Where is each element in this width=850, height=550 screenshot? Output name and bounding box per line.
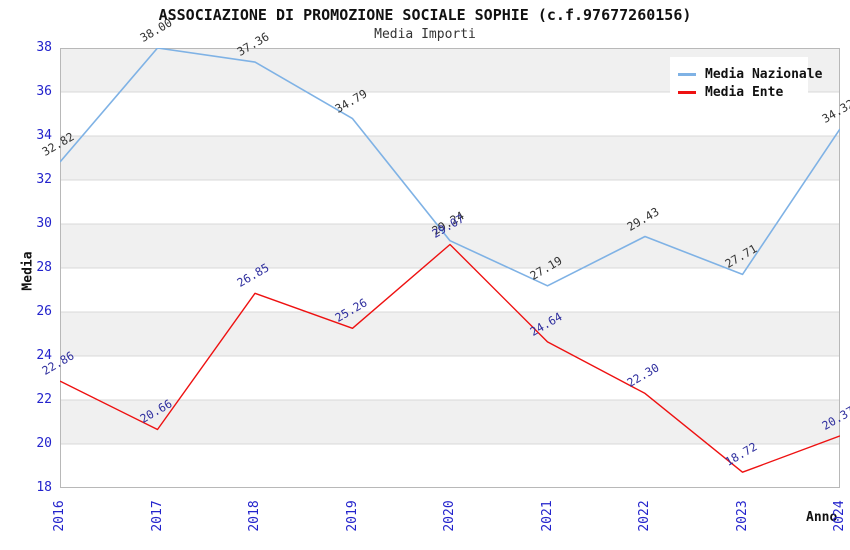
chart-subtitle: Media Importi [374,27,476,42]
x-tick-label: 2020 [442,500,457,532]
legend-item-media-ente: Media Ente [678,84,808,100]
y-tick-label: 18 [36,480,52,495]
y-tick-label: 34 [36,128,52,143]
plot-band [60,312,840,356]
legend-label-nazionale: Media Nazionale [705,66,823,82]
plot-band [60,136,840,180]
x-tick-label: 2024 [832,500,847,532]
plot-border [60,48,840,488]
x-tick-label: 2023 [734,500,750,532]
legend-label-ente: Media Ente [705,84,784,100]
y-tick-label: 36 [36,84,52,99]
y-tick-label: 38 [36,40,52,55]
y-tick-label: 20 [36,436,52,451]
x-tick-label: 2016 [52,500,67,532]
plot-band [60,224,840,268]
series-line-media-nazionale [60,48,840,287]
legend: Media Nazionale Media Ente [670,57,822,109]
y-tick-label: 26 [36,304,52,319]
x-tick-label: 2019 [344,500,360,532]
chart-title: ASSOCIAZIONE DI PROMOZIONE SOCIALE SOPHI… [158,6,692,24]
legend-line-sample-nazionale [678,72,696,76]
x-tick-label: 2017 [149,500,165,532]
x-axis-title: Anno [806,510,838,525]
plot-band [60,400,840,444]
series-line-media-ente [60,243,840,473]
y-tick-label: 32 [36,172,52,187]
x-tick-label: 2022 [637,500,652,532]
y-tick-label: 30 [36,216,52,231]
legend-item-media-nazionale: Media Nazionale [678,66,822,82]
y-tick-label: 24 [36,348,52,363]
x-tick-label: 2018 [247,500,262,532]
plot-area [60,48,840,488]
x-tick-label: 2021 [539,500,555,532]
y-tick-label: 22 [36,392,52,407]
legend-line-sample-ente [678,90,696,94]
y-tick-label: 28 [36,260,52,275]
